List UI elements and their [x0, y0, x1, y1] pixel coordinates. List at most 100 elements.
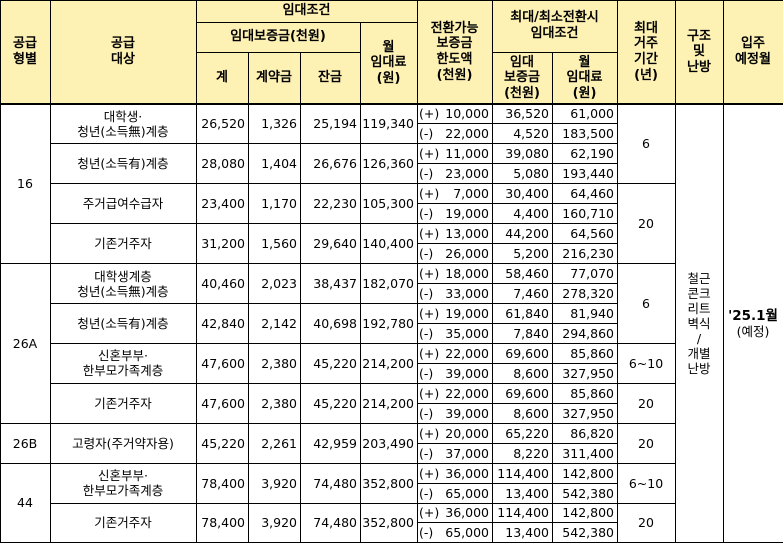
max-period-cell: 6~10: [628, 355, 664, 371]
monthly-rent-cell: 214,200: [362, 395, 414, 411]
amount-value: 19,000: [445, 305, 489, 321]
max-conv-rent-cell: 86,820: [570, 425, 614, 441]
grid-line: [491, 0, 493, 104]
supply-target-cell: 고령자(주거약자용): [72, 435, 174, 451]
conversion-plus-cell: (+) 19,000: [417, 304, 492, 324]
supply-type-cell: 26A: [12, 335, 38, 351]
grid-line: [674, 0, 676, 104]
header-max-period: 최대 거주 기간 (년): [617, 0, 675, 104]
supply-target-cell: 대학생· 청년(소득無)계층: [77, 108, 169, 139]
amount-value: 7,000: [453, 186, 489, 202]
max-period-cell: 20: [638, 435, 654, 451]
grid-line: [50, 502, 617, 504]
deposit-total-cell: 23,400: [201, 196, 245, 212]
grid-line: [50, 223, 617, 225]
monthly-rent-cell: 182,070: [362, 276, 414, 292]
deposit-total-cell: 78,400: [201, 475, 245, 491]
sign-label: (-): [419, 246, 434, 262]
grid-line: [299, 104, 301, 543]
grid-line: [551, 52, 553, 104]
min-conv-rent-cell: 278,320: [562, 286, 614, 302]
grid-line: [417, 402, 617, 404]
deposit-contract-cell: 1,560: [261, 236, 297, 252]
conversion-minus-cell: (-) 23,000: [417, 164, 492, 184]
conversion-plus-cell: (+) 13,000: [417, 224, 492, 244]
max-conv-rent-cell: 61,000: [570, 106, 614, 122]
grid-line: [299, 52, 301, 104]
deposit-total-cell: 47,600: [201, 395, 245, 411]
amount-value: 18,000: [445, 266, 489, 282]
sign-label: (+): [419, 266, 440, 282]
max-period-cell: 20: [638, 216, 654, 232]
conversion-minus-cell: (-) 35,000: [417, 323, 492, 343]
grid-line: [50, 422, 617, 424]
deposit-balance-cell: 22,230: [313, 196, 357, 212]
deposit-contract-cell: 2,023: [261, 276, 297, 292]
deposit-contract-cell: 2,380: [261, 355, 297, 371]
deposit-contract-cell: 1,170: [261, 196, 297, 212]
amount-value: 36,000: [445, 465, 489, 481]
conversion-plus-cell: (+) 36,000: [417, 503, 492, 523]
grid-line: [417, 123, 617, 125]
sign-label: (+): [419, 465, 440, 481]
conversion-plus-cell: (+) 18,000: [417, 264, 492, 284]
header-conv-deposit: 임대 보증금 (천원): [492, 52, 552, 104]
supply-target-cell: 청년(소득有)계층: [77, 315, 169, 331]
min-conv-rent-cell: 294,860: [562, 325, 614, 341]
max-conv-deposit-cell: 114,400: [497, 465, 549, 481]
sign-label: (-): [419, 365, 434, 381]
header-deposit-group: 임대보증금(천원): [196, 22, 360, 52]
max-period-cell: 20: [638, 395, 654, 411]
grid-line: [195, 0, 197, 104]
grid-line: [0, 0, 783, 1]
grid-line: [617, 422, 675, 424]
grid-line: [417, 203, 617, 205]
max-conv-rent-cell: 64,560: [570, 226, 614, 242]
structure-cell: 철근 콘크 리트 벽식 / 개별 난방: [687, 270, 711, 376]
supply-type-cell: 16: [17, 176, 33, 192]
max-conv-deposit-cell: 69,600: [505, 345, 549, 361]
grid-line: [50, 382, 617, 384]
amount-value: 33,000: [445, 286, 489, 302]
conversion-plus-cell: (+) 7,000: [417, 184, 492, 204]
deposit-contract-cell: 1,404: [261, 156, 297, 172]
conversion-minus-cell: (-) 33,000: [417, 284, 492, 304]
move-in-note: (예정): [736, 324, 770, 340]
grid-line: [492, 51, 617, 53]
amount-value: 22,000: [445, 126, 489, 142]
header-conv-rent: 월 임대료 (원): [552, 52, 617, 104]
max-conv-deposit-cell: 65,220: [505, 425, 549, 441]
grid-line: [674, 104, 676, 543]
min-conv-rent-cell: 183,500: [562, 126, 614, 142]
supply-target-cell: 신혼부부· 한부모가족계층: [82, 348, 164, 379]
amount-value: 65,000: [445, 485, 489, 501]
amount-value: 23,000: [445, 166, 489, 182]
sign-label: (-): [419, 485, 434, 501]
min-conv-deposit-cell: 4,400: [513, 206, 549, 222]
sign-label: (+): [419, 505, 440, 521]
grid-line: [417, 283, 617, 285]
monthly-rent-cell: 214,200: [362, 355, 414, 371]
header-supply-target: 공급 대상: [50, 0, 196, 104]
grid-line: [50, 342, 617, 344]
conversion-plus-cell: (+) 22,000: [417, 343, 492, 363]
header-max-min-terms: 최대/최소전환시 임대조건: [492, 0, 617, 52]
max-conv-rent-cell: 142,800: [562, 505, 614, 521]
min-conv-rent-cell: 216,230: [562, 246, 614, 262]
min-conv-deposit-cell: 5,200: [513, 246, 549, 262]
max-conv-rent-cell: 85,860: [570, 385, 614, 401]
grid-line: [617, 462, 675, 464]
grid-line: [722, 0, 724, 104]
deposit-balance-cell: 45,220: [313, 395, 357, 411]
grid-line: [617, 342, 675, 344]
grid-line: [417, 442, 617, 444]
sign-label: (-): [419, 325, 434, 341]
header-supply-type: 공급 형별: [0, 0, 50, 104]
min-conv-deposit-cell: 8,600: [513, 365, 549, 381]
monthly-rent-cell: 126,360: [362, 156, 414, 172]
monthly-rent-cell: 352,800: [362, 475, 414, 491]
grid-line: [722, 104, 724, 543]
min-conv-deposit-cell: 8,600: [513, 405, 549, 421]
grid-line: [417, 322, 617, 324]
sign-label: (+): [419, 146, 440, 162]
